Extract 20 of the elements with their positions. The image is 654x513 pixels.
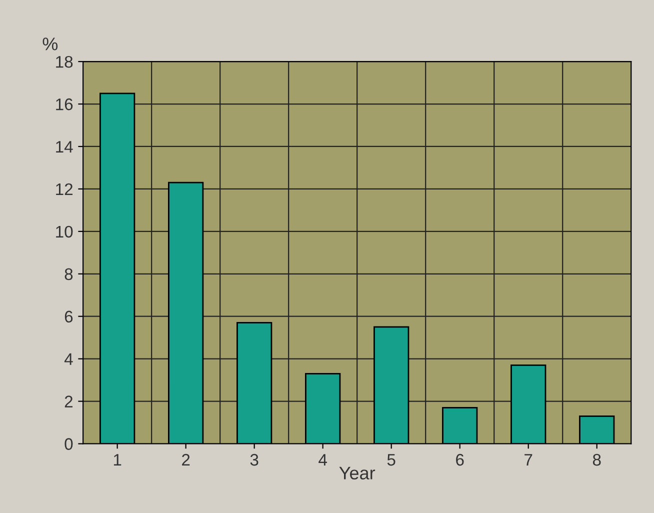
x-tick-label: 6 [456, 454, 464, 466]
y-tick-label: 2 [64, 396, 72, 408]
y-tick-label: 4 [64, 353, 73, 365]
x-tick-label: 5 [387, 454, 396, 466]
y-tick-label: 16 [56, 98, 73, 110]
y-tick-label: 8 [64, 268, 73, 280]
x-tick-label: 1 [114, 454, 122, 466]
y-tick-label: 10 [56, 226, 73, 238]
y-tick-label: 12 [56, 183, 72, 195]
y-tick-label: 18 [56, 56, 73, 68]
y-tick-label: 6 [64, 310, 73, 323]
y-tick-label: 0 [64, 438, 73, 450]
x-tick-label: 3 [250, 454, 258, 466]
x-axis-title: Year [339, 466, 376, 480]
x-tick-label: 7 [524, 454, 532, 466]
x-tick-label: 2 [182, 454, 190, 466]
y-axis-title: % [42, 38, 58, 50]
x-tick-label: 8 [592, 454, 601, 466]
x-tick-label: 4 [318, 454, 327, 466]
y-tick-label: 14 [56, 141, 73, 153]
